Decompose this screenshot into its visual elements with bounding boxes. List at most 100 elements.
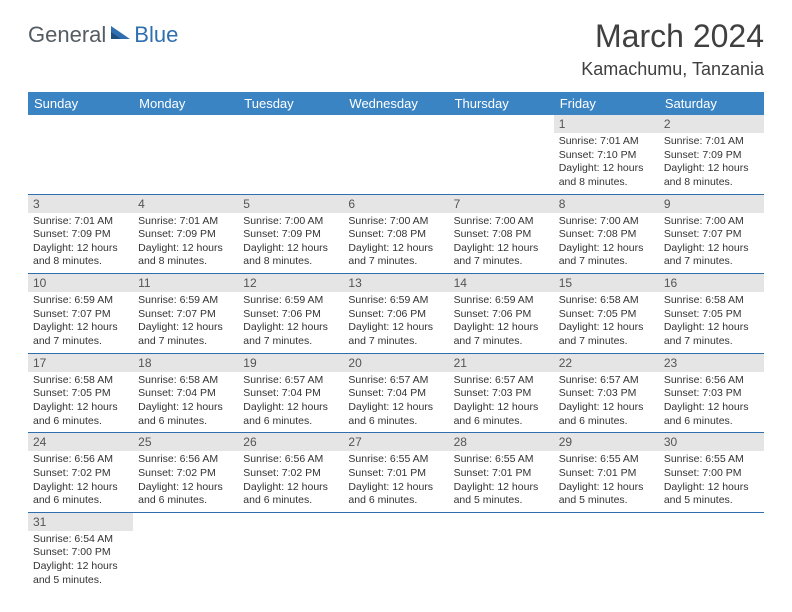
calendar-week-row: 24Sunrise: 6:56 AMSunset: 7:02 PMDayligh… (28, 433, 764, 513)
calendar-day-cell: 12Sunrise: 6:59 AMSunset: 7:06 PMDayligh… (238, 274, 343, 354)
calendar-day-cell: 4Sunrise: 7:01 AMSunset: 7:09 PMDaylight… (133, 194, 238, 274)
calendar-header-row: SundayMondayTuesdayWednesdayThursdayFrid… (28, 92, 764, 115)
calendar-day-cell: 16Sunrise: 6:58 AMSunset: 7:05 PMDayligh… (659, 274, 764, 354)
calendar-day-cell: 3Sunrise: 7:01 AMSunset: 7:09 PMDaylight… (28, 194, 133, 274)
calendar-day-cell: 7Sunrise: 7:00 AMSunset: 7:08 PMDaylight… (449, 194, 554, 274)
day-number: 25 (133, 433, 238, 451)
calendar-day-cell: 5Sunrise: 7:00 AMSunset: 7:09 PMDaylight… (238, 194, 343, 274)
day-info: Sunrise: 6:54 AMSunset: 7:00 PMDaylight:… (28, 531, 133, 592)
day-info: Sunrise: 6:59 AMSunset: 7:07 PMDaylight:… (28, 292, 133, 353)
logo: General Blue (28, 22, 178, 48)
day-number: 21 (449, 354, 554, 372)
calendar-day-cell: 8Sunrise: 7:00 AMSunset: 7:08 PMDaylight… (554, 194, 659, 274)
calendar-empty-cell (238, 512, 343, 591)
day-number: 28 (449, 433, 554, 451)
day-number: 3 (28, 195, 133, 213)
calendar-day-cell: 19Sunrise: 6:57 AMSunset: 7:04 PMDayligh… (238, 353, 343, 433)
weekday-header: Sunday (28, 92, 133, 115)
day-info: Sunrise: 6:55 AMSunset: 7:01 PMDaylight:… (343, 451, 448, 512)
calendar-day-cell: 1Sunrise: 7:01 AMSunset: 7:10 PMDaylight… (554, 115, 659, 194)
calendar-week-row: 3Sunrise: 7:01 AMSunset: 7:09 PMDaylight… (28, 194, 764, 274)
day-info: Sunrise: 6:57 AMSunset: 7:04 PMDaylight:… (343, 372, 448, 433)
logo-text-general: General (28, 22, 106, 48)
day-info: Sunrise: 6:55 AMSunset: 7:01 PMDaylight:… (554, 451, 659, 512)
calendar-day-cell: 18Sunrise: 6:58 AMSunset: 7:04 PMDayligh… (133, 353, 238, 433)
calendar-day-cell: 24Sunrise: 6:56 AMSunset: 7:02 PMDayligh… (28, 433, 133, 513)
title-block: March 2024 Kamachumu, Tanzania (581, 18, 764, 80)
calendar-week-row: 31Sunrise: 6:54 AMSunset: 7:00 PMDayligh… (28, 512, 764, 591)
day-info: Sunrise: 6:56 AMSunset: 7:02 PMDaylight:… (28, 451, 133, 512)
calendar-empty-cell (28, 115, 133, 194)
day-number: 7 (449, 195, 554, 213)
day-number: 26 (238, 433, 343, 451)
day-info: Sunrise: 6:55 AMSunset: 7:01 PMDaylight:… (449, 451, 554, 512)
logo-text-blue: Blue (134, 22, 178, 48)
calendar-empty-cell (133, 115, 238, 194)
day-number: 2 (659, 115, 764, 133)
calendar-day-cell: 28Sunrise: 6:55 AMSunset: 7:01 PMDayligh… (449, 433, 554, 513)
calendar-day-cell: 22Sunrise: 6:57 AMSunset: 7:03 PMDayligh… (554, 353, 659, 433)
day-number: 15 (554, 274, 659, 292)
calendar-empty-cell (554, 512, 659, 591)
day-info: Sunrise: 7:00 AMSunset: 7:07 PMDaylight:… (659, 213, 764, 274)
day-info: Sunrise: 6:57 AMSunset: 7:03 PMDaylight:… (449, 372, 554, 433)
day-number: 29 (554, 433, 659, 451)
day-number: 1 (554, 115, 659, 133)
calendar-empty-cell (343, 512, 448, 591)
calendar-empty-cell (343, 115, 448, 194)
weekday-header: Monday (133, 92, 238, 115)
day-info: Sunrise: 6:59 AMSunset: 7:07 PMDaylight:… (133, 292, 238, 353)
calendar-week-row: 1Sunrise: 7:01 AMSunset: 7:10 PMDaylight… (28, 115, 764, 194)
day-number: 9 (659, 195, 764, 213)
calendar-day-cell: 29Sunrise: 6:55 AMSunset: 7:01 PMDayligh… (554, 433, 659, 513)
calendar-day-cell: 30Sunrise: 6:55 AMSunset: 7:00 PMDayligh… (659, 433, 764, 513)
day-number: 27 (343, 433, 448, 451)
day-info: Sunrise: 6:58 AMSunset: 7:05 PMDaylight:… (659, 292, 764, 353)
location: Kamachumu, Tanzania (581, 59, 764, 80)
calendar-week-row: 10Sunrise: 6:59 AMSunset: 7:07 PMDayligh… (28, 274, 764, 354)
day-info: Sunrise: 7:01 AMSunset: 7:09 PMDaylight:… (28, 213, 133, 274)
calendar-empty-cell (449, 115, 554, 194)
day-number: 5 (238, 195, 343, 213)
calendar-day-cell: 11Sunrise: 6:59 AMSunset: 7:07 PMDayligh… (133, 274, 238, 354)
calendar-day-cell: 9Sunrise: 7:00 AMSunset: 7:07 PMDaylight… (659, 194, 764, 274)
calendar-empty-cell (238, 115, 343, 194)
calendar-week-row: 17Sunrise: 6:58 AMSunset: 7:05 PMDayligh… (28, 353, 764, 433)
day-info: Sunrise: 6:59 AMSunset: 7:06 PMDaylight:… (238, 292, 343, 353)
weekday-header: Tuesday (238, 92, 343, 115)
day-info: Sunrise: 6:57 AMSunset: 7:03 PMDaylight:… (554, 372, 659, 433)
day-number: 14 (449, 274, 554, 292)
calendar-table: SundayMondayTuesdayWednesdayThursdayFrid… (28, 92, 764, 591)
calendar-day-cell: 23Sunrise: 6:56 AMSunset: 7:03 PMDayligh… (659, 353, 764, 433)
day-number: 18 (133, 354, 238, 372)
day-info: Sunrise: 6:55 AMSunset: 7:00 PMDaylight:… (659, 451, 764, 512)
day-info: Sunrise: 7:00 AMSunset: 7:08 PMDaylight:… (554, 213, 659, 274)
weekday-header: Wednesday (343, 92, 448, 115)
day-info: Sunrise: 6:58 AMSunset: 7:05 PMDaylight:… (28, 372, 133, 433)
day-number: 22 (554, 354, 659, 372)
day-number: 24 (28, 433, 133, 451)
calendar-day-cell: 31Sunrise: 6:54 AMSunset: 7:00 PMDayligh… (28, 512, 133, 591)
day-number: 23 (659, 354, 764, 372)
calendar-day-cell: 21Sunrise: 6:57 AMSunset: 7:03 PMDayligh… (449, 353, 554, 433)
month-title: March 2024 (581, 18, 764, 55)
day-number: 30 (659, 433, 764, 451)
day-number: 8 (554, 195, 659, 213)
day-number: 17 (28, 354, 133, 372)
calendar-day-cell: 26Sunrise: 6:56 AMSunset: 7:02 PMDayligh… (238, 433, 343, 513)
day-number: 13 (343, 274, 448, 292)
calendar-day-cell: 2Sunrise: 7:01 AMSunset: 7:09 PMDaylight… (659, 115, 764, 194)
calendar-day-cell: 17Sunrise: 6:58 AMSunset: 7:05 PMDayligh… (28, 353, 133, 433)
day-info: Sunrise: 6:57 AMSunset: 7:04 PMDaylight:… (238, 372, 343, 433)
day-number: 10 (28, 274, 133, 292)
calendar-day-cell: 20Sunrise: 6:57 AMSunset: 7:04 PMDayligh… (343, 353, 448, 433)
day-number: 20 (343, 354, 448, 372)
day-info: Sunrise: 7:01 AMSunset: 7:10 PMDaylight:… (554, 133, 659, 194)
calendar-empty-cell (659, 512, 764, 591)
day-number: 31 (28, 513, 133, 531)
day-number: 4 (133, 195, 238, 213)
day-info: Sunrise: 7:01 AMSunset: 7:09 PMDaylight:… (659, 133, 764, 194)
day-info: Sunrise: 7:00 AMSunset: 7:08 PMDaylight:… (449, 213, 554, 274)
calendar-day-cell: 10Sunrise: 6:59 AMSunset: 7:07 PMDayligh… (28, 274, 133, 354)
day-info: Sunrise: 7:01 AMSunset: 7:09 PMDaylight:… (133, 213, 238, 274)
